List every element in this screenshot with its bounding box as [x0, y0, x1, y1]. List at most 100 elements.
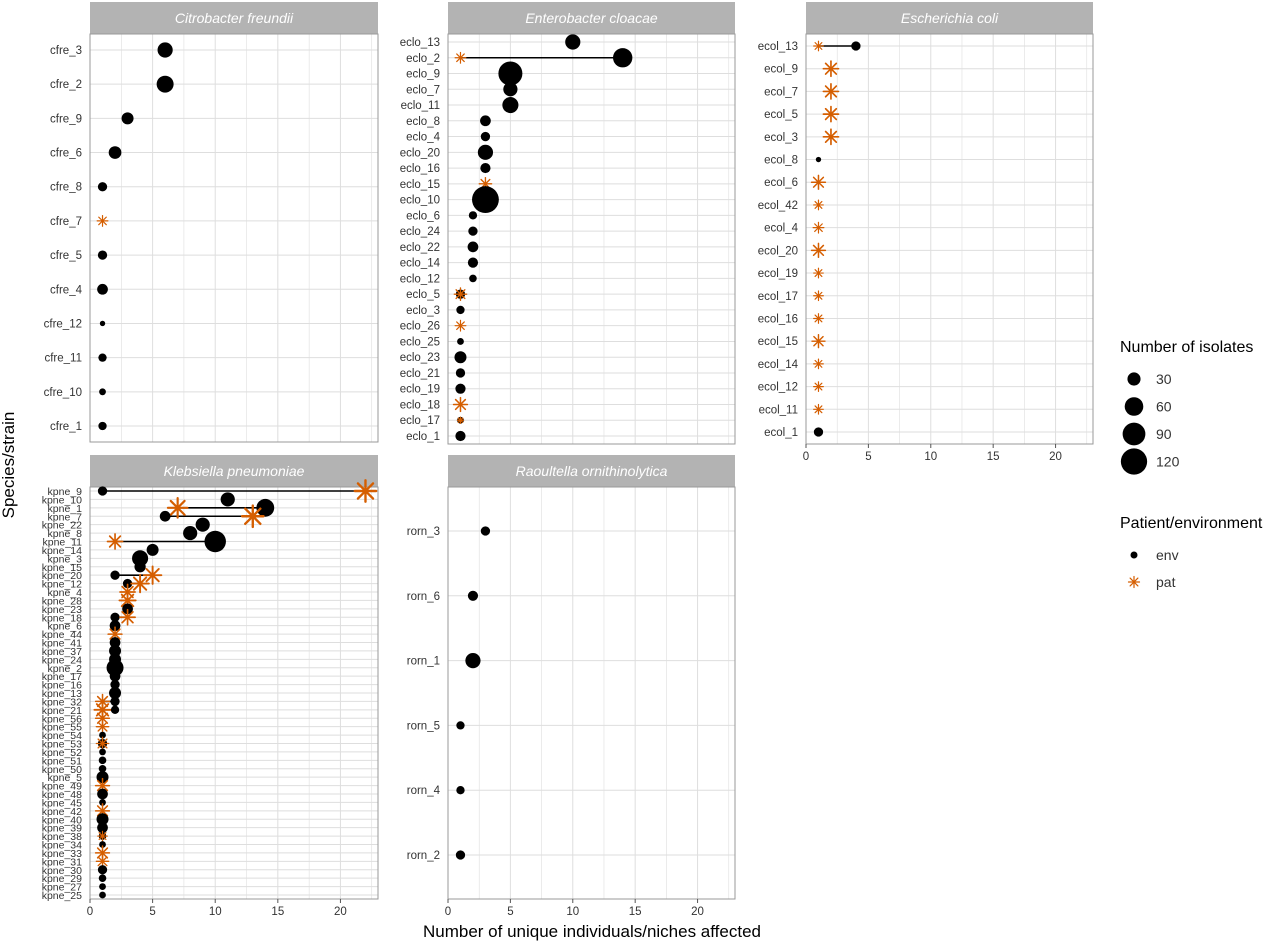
y-tick-label: cfre_6 [50, 148, 82, 160]
env-point [98, 756, 107, 765]
legend-shape-title: Patient/environment [1120, 515, 1263, 532]
env-point [851, 41, 861, 51]
env-point [480, 115, 491, 127]
pat-point [822, 128, 840, 146]
x-tick-label: 5 [507, 906, 513, 918]
pat-marker-arm [98, 832, 107, 841]
y-tick-label: kpne_21 [42, 705, 82, 717]
y-tick-label: eclo_18 [400, 399, 440, 411]
env-point [134, 561, 146, 573]
env-point [256, 498, 275, 517]
pat-point [810, 242, 827, 259]
y-tick-label: kpne_56 [42, 713, 82, 725]
legend-size-label: 90 [1156, 426, 1172, 442]
pat-point [119, 608, 136, 626]
env-point [195, 517, 210, 532]
env-point [99, 320, 106, 327]
pat-point [822, 105, 840, 123]
legend-size-title: Number of isolates [1120, 339, 1253, 356]
env-point [96, 771, 109, 784]
y-tick-label: eclo_16 [400, 163, 440, 175]
x-tick-label: 20 [334, 906, 347, 918]
y-tick-label: kpne_6 [48, 621, 83, 633]
y-tick-label: eclo_15 [400, 179, 440, 191]
pat-marker-arm [456, 53, 465, 63]
y-tick-label: eclo_11 [401, 100, 440, 112]
env-point [156, 75, 174, 93]
y-tick-label: ecol_11 [759, 404, 798, 416]
pat-marker-arm [121, 611, 134, 624]
env-point [467, 257, 479, 268]
pat-point [130, 573, 150, 594]
pat-marker-arm [120, 593, 135, 608]
y-tick-label: kpne_3 [48, 553, 83, 565]
y-tick-label: eclo_21 [400, 368, 440, 380]
panel-border [447, 486, 736, 900]
y-tick-label: kpne_17 [42, 671, 82, 683]
y-tick-label: eclo_23 [400, 352, 440, 364]
y-tick-label: kpne_40 [42, 814, 82, 826]
legend-size-key [1124, 397, 1144, 416]
y-tick-label: eclo_6 [406, 210, 440, 222]
pat-marker-arm [814, 42, 823, 50]
y-tick-label: kpne_53 [42, 739, 82, 751]
env-point [813, 427, 824, 437]
pat-point [822, 60, 840, 78]
pat-marker-arm [1129, 577, 1139, 587]
y-tick-label: ecol_9 [764, 64, 798, 76]
pat-point [452, 396, 469, 413]
pat-point [813, 290, 824, 302]
pat-marker-arm [814, 291, 823, 300]
facet-panels: Citrobacter freundii cfre_3 cfre_2 cfre_9cf… [42, 2, 1094, 918]
x-tick-label: 15 [271, 906, 284, 918]
y-tick-label: eclo_12 [400, 273, 440, 285]
x-tick-label: 0 [445, 906, 451, 918]
y-tick-label: eclo_3 [406, 305, 440, 317]
y-tick-label: rorn_4 [407, 785, 441, 797]
y-tick-label: cfre_4 [50, 284, 83, 296]
pat-point [813, 358, 824, 370]
legend-size-label: 60 [1156, 399, 1172, 415]
pat-marker-arm [356, 482, 375, 500]
y-tick-label: cfre_1 [50, 421, 82, 433]
pat-marker-arm [97, 721, 108, 732]
env-point [110, 679, 120, 690]
y-tick-label: kpne_31 [42, 856, 82, 868]
x-tick-label: 10 [209, 906, 222, 918]
facet-title: Citrobacter freundii [175, 10, 294, 26]
env-point [97, 486, 108, 496]
env-point [97, 283, 108, 295]
y-tick-label: cfre_7 [50, 216, 82, 228]
env-point [183, 525, 198, 541]
y-tick-label: kpne_5 [48, 772, 83, 784]
env-point [110, 570, 120, 580]
y-tick-label: eclo_13 [400, 37, 440, 49]
env-point [99, 891, 106, 899]
facet-strip [806, 2, 1093, 34]
x-tick-label: 10 [924, 451, 937, 463]
facet-strip [448, 455, 735, 487]
env-point [159, 510, 171, 522]
y-tick-label: eclo_25 [400, 336, 440, 348]
pat-marker-arm [814, 405, 823, 414]
y-tick-label: ecol_20 [758, 245, 798, 257]
x-tick-label: 20 [691, 906, 704, 918]
y-tick-label: eclo_9 [406, 69, 440, 81]
pat-point [811, 333, 826, 349]
y-tick-label: kpne_38 [42, 831, 82, 843]
y-tick-label: kpne_34 [42, 840, 82, 852]
facet-strip [448, 2, 735, 34]
legend-pat-key [1127, 575, 1141, 589]
pat-marker-arm [824, 62, 838, 75]
y-tick-label: ecol_7 [764, 86, 798, 98]
env-point [220, 492, 235, 507]
pat-marker-arm [456, 321, 465, 331]
env-point [106, 659, 124, 677]
env-point [99, 841, 106, 848]
y-tick-label: kpne_37 [42, 646, 82, 658]
y-tick-label: kpne_30 [42, 865, 82, 877]
pat-point [813, 403, 824, 415]
pat-point [813, 381, 824, 392]
y-tick-label: kpne_27 [42, 882, 82, 894]
facet-panel: Enterobacter cloacae eclo_13 eclo_2 eclo_9e… [400, 2, 736, 445]
